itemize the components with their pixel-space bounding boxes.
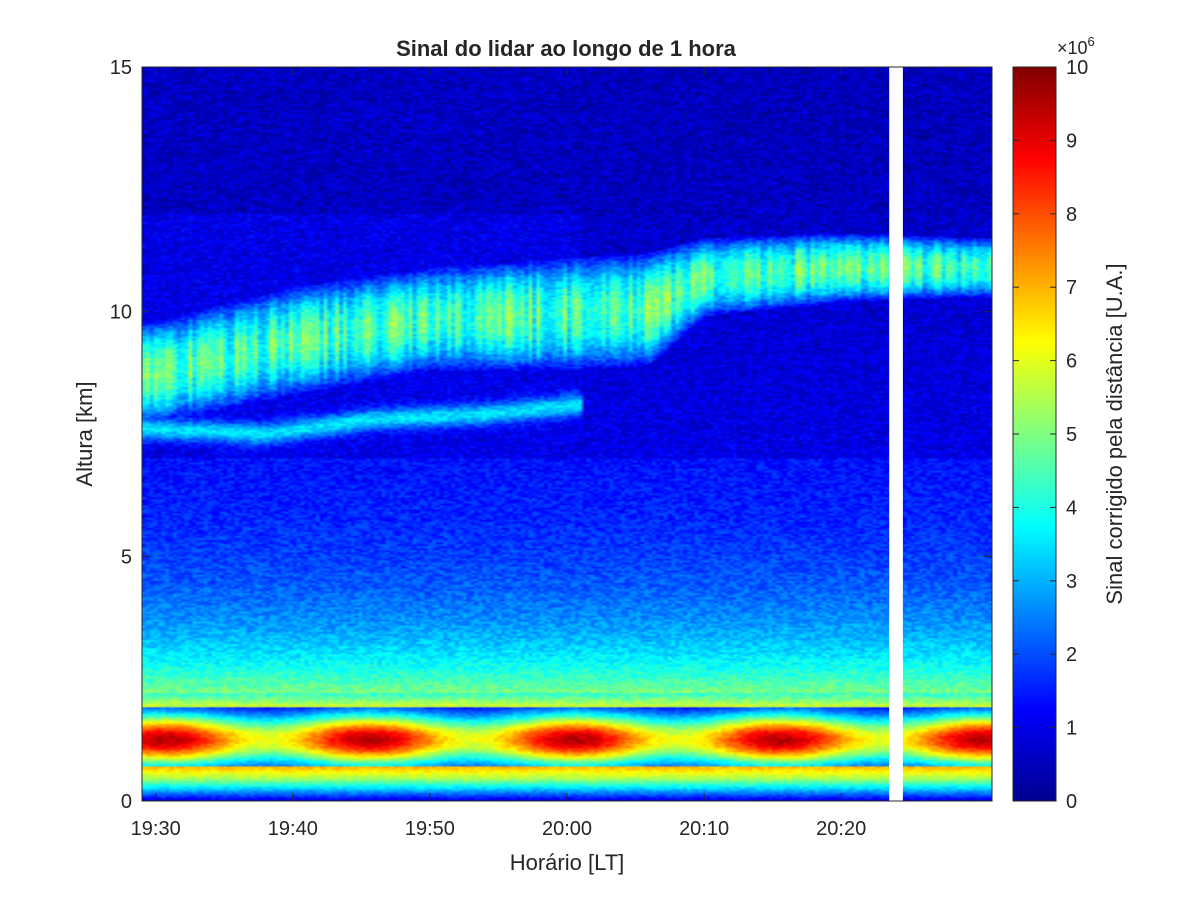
colorbar-tick-label: 2 <box>1066 644 1077 666</box>
y-tick-label: 0 <box>121 791 132 813</box>
x-tick-label: 20:10 <box>679 818 729 840</box>
x-axis: 19:30 19:40 19:50 20:00 20:10 20:20 <box>131 67 866 840</box>
x-axis-label: Horário [LT] <box>510 850 625 875</box>
x-tick-label: 20:20 <box>816 818 866 840</box>
plot-area <box>141 66 993 802</box>
y-tick-label: 5 <box>121 546 132 568</box>
x-tick-label: 19:30 <box>131 818 181 840</box>
colorbar-tick-label: 8 <box>1066 204 1077 226</box>
colorbar-tick-label: 0 <box>1066 791 1077 813</box>
colorbar-tick-label: 4 <box>1066 497 1077 519</box>
x-tick-label: 20:00 <box>542 818 592 840</box>
chart-title: Sinal do lidar ao longo de 1 hora <box>396 36 737 61</box>
x-tick-label: 19:50 <box>405 818 455 840</box>
colorbar-tick-label: 9 <box>1066 130 1077 152</box>
colorbar-label: Sinal corrigido pela distância [U.A.] <box>1102 263 1127 604</box>
colorbar-tick-label: 1 <box>1066 718 1077 740</box>
heatmap-image <box>142 67 992 801</box>
x-tick-label: 19:40 <box>268 818 318 840</box>
colorbar-tick-label: 3 <box>1066 571 1077 593</box>
colorbar: 0 1 2 3 4 5 6 7 8 9 10 ×106 Sinal corrigido pela d… <box>1012 34 1127 813</box>
colorbar-tick-label: 7 <box>1066 277 1077 299</box>
y-tick-label: 10 <box>110 302 132 324</box>
colorbar-tick-label: 10 <box>1066 57 1088 79</box>
y-tick-label: 15 <box>110 57 132 79</box>
colorbar-tick-label: 6 <box>1066 351 1077 373</box>
data-gap <box>889 67 903 801</box>
colorbar-multiplier: ×106 <box>1057 34 1095 58</box>
colorbar-tick-label: 5 <box>1066 424 1077 446</box>
colorbar-gradient <box>1012 66 1057 802</box>
y-axis-label: Altura [km] <box>72 381 97 486</box>
y-axis: 0 5 10 15 <box>110 57 992 813</box>
